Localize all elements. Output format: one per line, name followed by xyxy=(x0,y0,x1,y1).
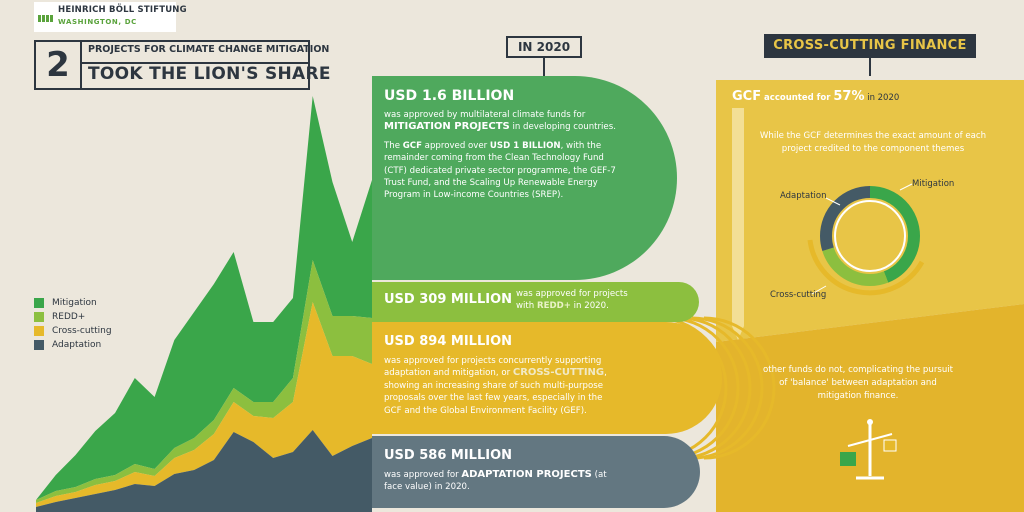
title-divider xyxy=(82,62,308,64)
mitigation-text-c: in developing countries. xyxy=(509,122,616,133)
area-adaptation xyxy=(36,430,372,512)
redd-text-c: in 2020. xyxy=(570,301,609,312)
gcf-amount-highlight: USD 1 BILLION xyxy=(489,140,561,151)
crosscutting-band xyxy=(372,322,722,434)
donut-chart xyxy=(820,186,920,286)
chart-number: 2 xyxy=(36,42,82,88)
donut-slice-adaptation xyxy=(820,186,920,286)
crosscut-panel-title: CROSS-CUTTING FINANCE xyxy=(764,34,976,58)
donut-label-mitigation: Mitigation xyxy=(912,179,955,189)
crosscut-note-top: While the GCF determines the exact amoun… xyxy=(759,131,987,154)
crosscut-note-bottom: other funds do not, complicating the pur… xyxy=(762,365,954,401)
gcf-share: 57% xyxy=(833,89,865,104)
legend-swatch xyxy=(34,298,44,308)
year-connector xyxy=(543,58,545,76)
crosscut-title-connector xyxy=(869,58,871,76)
legend-swatch xyxy=(34,326,44,336)
gcf-share-line: GCF accounted for 57% in 2020 xyxy=(732,89,899,104)
crosscut-panel-lower xyxy=(716,304,1024,512)
legend-item-adaptation: Adaptation xyxy=(34,338,112,352)
redd-text: USD 309 MILLION xyxy=(384,292,704,307)
mitigation-text-d: The xyxy=(384,140,403,151)
crosscutting-amount: USD 894 MILLION xyxy=(384,334,513,349)
legend-item-redd: REDD+ xyxy=(34,310,112,324)
logo-mark-icon xyxy=(38,7,54,22)
chart-title: TOOK THE LION'S SHARE xyxy=(88,64,331,84)
redd-highlight: REDD+ xyxy=(536,301,571,312)
gcf-year: in 2020 xyxy=(864,93,900,103)
crosscut-arrow xyxy=(732,108,744,340)
legend-label: REDD+ xyxy=(52,312,86,322)
org-location: WASHINGTON, DC xyxy=(58,18,137,26)
donut-label-adaptation: Adaptation xyxy=(780,191,827,201)
redd-amount: USD 309 MILLION xyxy=(384,292,513,307)
legend-label: Mitigation xyxy=(52,298,97,308)
mitigation-text-h: , with the remainder coming from the Cle… xyxy=(384,140,616,201)
crosscutting-text-a: was approved for projects concurrently s… xyxy=(384,356,602,379)
crosscut-panel-upper xyxy=(716,80,1024,342)
mitigation-band xyxy=(372,76,677,280)
adaptation-text-c: (at face value) in 2020. xyxy=(384,470,607,493)
donut-leader-mitigation xyxy=(899,183,913,191)
gcf-label: GCF xyxy=(732,89,762,104)
mitigation-text: USD 1.6 BILLION was approved by multilat… xyxy=(384,88,624,202)
year-label: IN 2020 xyxy=(506,36,582,58)
donut-leader-adaptation xyxy=(825,197,841,206)
redd-text-a: was approved for projects with xyxy=(516,289,628,312)
adaptation-highlight: ADAPTATION PROJECTS xyxy=(461,469,592,480)
area-cross-cutting xyxy=(36,302,372,507)
balance-scale-icon xyxy=(840,419,897,480)
crosscutting-highlight: CROSS-CUTTING xyxy=(512,367,605,379)
legend-swatch xyxy=(34,312,44,322)
legend-label: Adaptation xyxy=(52,340,102,350)
area-mitigation xyxy=(36,96,372,500)
area-chart xyxy=(36,96,372,512)
donut-slice-cross-cutting xyxy=(820,186,920,286)
donut-inner-ring xyxy=(834,200,906,272)
adaptation-band xyxy=(372,436,700,508)
mitigation-text-f: approved over xyxy=(421,140,490,151)
adaptation-text: USD 586 MILLION was approved for ADAPTAT… xyxy=(384,448,624,494)
mitigation-highlight: MITIGATION PROJECTS xyxy=(384,121,510,133)
crosscutting-text-c: , showing an increasing share of such mu… xyxy=(384,368,607,416)
adaptation-amount: USD 586 MILLION xyxy=(384,448,513,463)
donut-label-crosscutting: Cross-cutting xyxy=(770,290,827,300)
mitigation-amount: USD 1.6 BILLION xyxy=(384,88,515,104)
crosscutting-text: USD 894 MILLION was approved for project… xyxy=(384,334,610,417)
mitigation-text-a: was approved by multilateral climate fun… xyxy=(384,110,586,120)
legend-label: Cross-cutting xyxy=(52,326,112,336)
gcf-accounted: accounted for xyxy=(761,93,834,103)
redd-description: was approved for projects with REDD+ in … xyxy=(516,288,636,313)
gcf-highlight: GCF xyxy=(402,140,422,151)
legend-item-mitigation: Mitigation xyxy=(34,296,112,310)
chart-subtitle: PROJECTS FOR CLIMATE CHANGE MITIGATION xyxy=(88,44,330,55)
legend: Mitigation REDD+ Cross-cutting Adaptatio… xyxy=(34,296,112,352)
adaptation-text-a: was approved for xyxy=(384,470,462,480)
legend-swatch xyxy=(34,340,44,350)
title-box: 2 PROJECTS FOR CLIMATE CHANGE MITIGATION… xyxy=(34,40,330,90)
crosscut-outer-arc xyxy=(807,239,925,296)
legend-item-crosscutting: Cross-cutting xyxy=(34,324,112,338)
org-logo: HEINRICH BÖLL STIFTUNG WASHINGTON, DC xyxy=(34,2,187,32)
redd-band xyxy=(372,282,699,322)
org-name: HEINRICH BÖLL STIFTUNG xyxy=(58,5,187,15)
donut-leader-crosscutting xyxy=(811,285,827,295)
